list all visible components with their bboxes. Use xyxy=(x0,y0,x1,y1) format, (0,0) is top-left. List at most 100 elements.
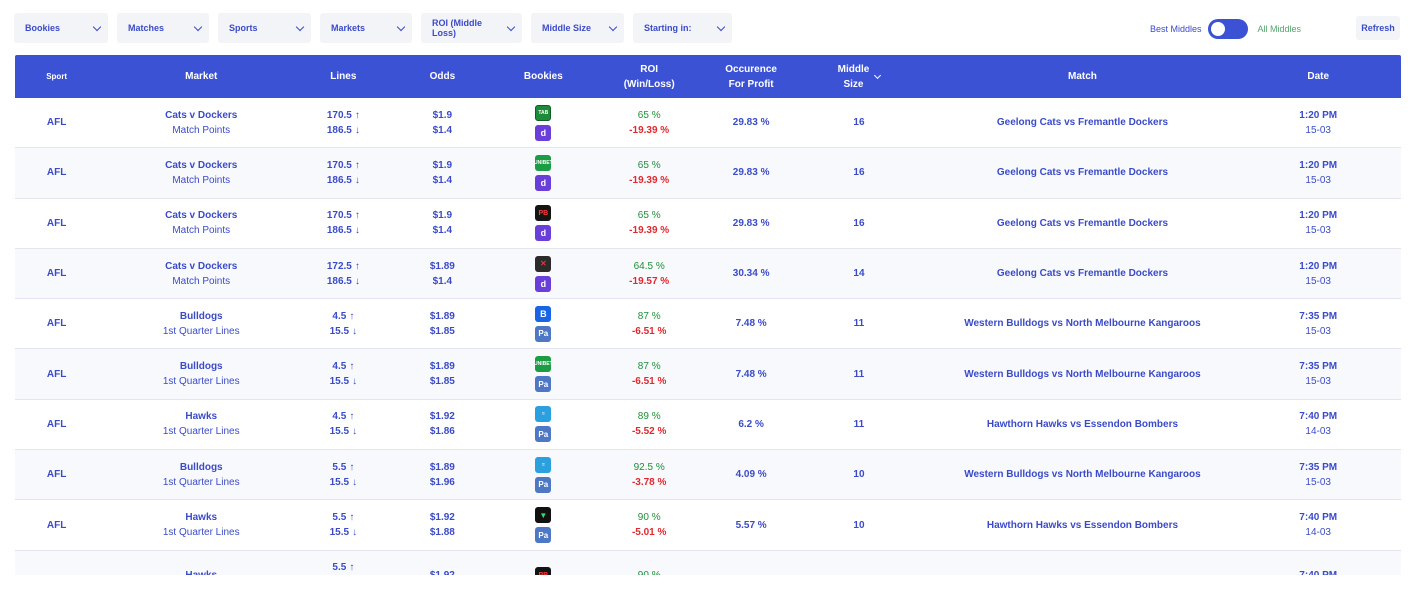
bookies-cell: UNIBET Pa xyxy=(502,349,584,398)
table-row[interactable]: AFL Cats v Dockers Match Points 170.5 ↑ 1… xyxy=(15,98,1401,149)
header-middle-size[interactable]: Middle Size xyxy=(788,55,929,98)
betdeluxe-icon: ▼ xyxy=(535,507,552,524)
table-row[interactable]: AFL Bulldogs 1st Quarter Lines 4.5 ↑ 15.5… xyxy=(15,299,1401,350)
sport-cell: AFL xyxy=(46,318,67,330)
occurrence-cell: 30.34 % xyxy=(732,268,770,280)
table-row[interactable]: AFL Cats v Dockers Match Points 170.5 ↑ 1… xyxy=(15,199,1401,249)
start-date: 14-03 xyxy=(1305,426,1331,438)
middle-size-cell: 11 xyxy=(853,418,865,430)
lines-cell: 170.5 ↑ 186.5 ↓ xyxy=(304,148,382,197)
start-date: 15-03 xyxy=(1305,325,1331,337)
match-link[interactable]: Geelong Cats vs Fremantle Dockers xyxy=(996,117,1169,129)
market-title: Cats v Dockers xyxy=(165,159,238,171)
start-date: 15-03 xyxy=(1305,476,1331,488)
match-link[interactable]: Geelong Cats vs Fremantle Dockers xyxy=(996,217,1169,229)
header-bookies[interactable]: Bookies xyxy=(523,70,563,82)
header-match[interactable]: Match xyxy=(1068,70,1097,82)
filter-label: Sports xyxy=(229,23,258,33)
odds-under: $1.4 xyxy=(432,225,453,237)
filter-bookies[interactable]: Bookies xyxy=(14,13,108,43)
dabble-icon: d xyxy=(535,174,552,191)
market-cell: Cats v Dockers Match Points xyxy=(98,148,304,197)
filter-matches[interactable]: Matches xyxy=(117,13,209,43)
roi-cell: 65 % -19.39 % xyxy=(585,98,714,147)
match-link[interactable]: Geelong Cats vs Fremantle Dockers xyxy=(996,167,1169,179)
roi-win: 65 % xyxy=(637,109,661,121)
unibet-icon: UNIBET xyxy=(534,154,553,171)
roi-cell: 92.5 % -3.78 % xyxy=(585,450,714,499)
occurrence-cell: 29.83 % xyxy=(732,217,770,229)
table-row[interactable]: AFL Bulldogs 1st Quarter Lines 5.5 ↑ 15.5… xyxy=(15,450,1401,501)
odds-under: $1.88 xyxy=(429,527,455,539)
table-row[interactable]: AFL Cats v Dockers Match Points 170.5 ↑ 1… xyxy=(15,148,1401,199)
filter-roi[interactable]: ROI (Middle Loss) xyxy=(421,13,522,43)
table-row[interactable]: AFL Hawks 1st Quarter Lines 5.5 ↑ 15.5 ↓ $… xyxy=(15,500,1401,551)
odds-under: $1.4 xyxy=(432,124,453,136)
market-title: Hawks xyxy=(185,568,217,575)
occurrence-cell: 7.48 % xyxy=(735,368,767,380)
header-sport[interactable]: Sport xyxy=(46,71,68,81)
header-market[interactable]: Market xyxy=(185,70,218,82)
arrow-up-icon: ↑ xyxy=(354,109,360,121)
sport-cell: AFL xyxy=(46,117,67,129)
middle-size-cell: 16 xyxy=(853,217,865,229)
market-title: Cats v Dockers xyxy=(165,109,238,121)
sport-cell: AFL xyxy=(46,268,67,280)
filter-markets[interactable]: Markets xyxy=(320,13,412,43)
match-link[interactable]: Hawthorn Hawks vs Essendon Bombers xyxy=(986,418,1179,430)
date-cell: 7:35 PM 15-03 xyxy=(1235,450,1401,499)
match-link[interactable]: Western Bulldogs vs North Melbourne Kang… xyxy=(964,469,1201,481)
refresh-button[interactable]: Refresh xyxy=(1356,16,1400,40)
table-row[interactable]: AFL Bulldogs 1st Quarter Lines 4.5 ↑ 15.5… xyxy=(15,349,1401,400)
header-roi[interactable]: ROI (Win/Loss) xyxy=(585,55,714,98)
header-date[interactable]: Date xyxy=(1307,70,1330,82)
start-date: 15-03 xyxy=(1305,225,1331,237)
best-middles-label: Best Middles xyxy=(1150,24,1202,34)
sort-chevron-icon[interactable] xyxy=(874,71,882,79)
header-occurrence[interactable]: Occurence For Profit xyxy=(714,55,789,98)
filter-sports[interactable]: Sports xyxy=(218,13,311,43)
line-over-value: 170.5 xyxy=(326,109,352,121)
market-cell: Bulldogs 1st Quarter Lines xyxy=(98,450,304,499)
filter-starting-in[interactable]: Starting in: xyxy=(633,13,732,43)
roi-cell: 65 % -19.39 % xyxy=(585,199,714,248)
date-cell: 7:35 PM 15-03 xyxy=(1235,349,1401,398)
line-under: 15.5 ↓ xyxy=(330,475,357,490)
header-middle-size-text: Middle Size xyxy=(838,62,870,92)
arrow-up-icon: ↑ xyxy=(349,562,355,574)
roi-win: 92.5 % xyxy=(633,461,665,473)
pointsbet-icon: PB xyxy=(535,205,552,222)
date-cell: 7:40 PM xyxy=(1235,551,1401,575)
market-subtitle: Match Points xyxy=(172,174,231,186)
occurrence-cell: 6.2 % xyxy=(738,418,764,430)
odds-over: $1.92 xyxy=(429,411,455,423)
arrow-down-icon: ↓ xyxy=(354,174,360,186)
market-subtitle: Match Points xyxy=(172,124,231,136)
occurrence-cell: 5.57 % xyxy=(735,519,767,531)
odds-cell: $1.89 $1.4 xyxy=(383,249,503,298)
table-row[interactable]: AFL Hawks 1st Quarter Lines 4.5 ↑ 15.5 ↓ $… xyxy=(15,400,1401,451)
start-date: 15-03 xyxy=(1305,376,1331,388)
match-link[interactable]: Western Bulldogs vs North Melbourne Kang… xyxy=(964,318,1201,330)
arrow-up-icon: ↑ xyxy=(349,361,355,373)
market-subtitle: 1st Quarter Lines xyxy=(162,476,240,488)
occurrence-cell: 7.48 % xyxy=(735,318,767,330)
header-lines[interactable]: Lines xyxy=(330,70,357,82)
header-odds[interactable]: Odds xyxy=(429,70,456,82)
line-over: 5.5 ↑ xyxy=(332,510,354,525)
middle-size-cell: 11 xyxy=(853,318,865,330)
middles-toggle[interactable] xyxy=(1207,19,1248,39)
odds-under: $1.96 xyxy=(429,476,455,488)
match-link[interactable]: Geelong Cats vs Fremantle Dockers xyxy=(996,268,1169,280)
arrow-up-icon: ↑ xyxy=(354,260,360,272)
match-link[interactable]: Western Bulldogs vs North Melbourne Kang… xyxy=(964,368,1201,380)
table-row[interactable]: AFL Cats v Dockers Match Points 172.5 ↑ 1… xyxy=(15,248,1401,300)
filter-middle-size[interactable]: Middle Size xyxy=(531,13,624,43)
sportsbet-icon: ≈ xyxy=(535,406,552,423)
match-link[interactable] xyxy=(930,551,1236,575)
header-roi-line2: (Win/Loss) xyxy=(623,78,675,90)
start-date: 14-03 xyxy=(1305,527,1331,539)
table-row[interactable]: Hawks 5.5↑ $1.92 PB 90 % 7:40 PM xyxy=(15,550,1401,575)
match-link[interactable]: Hawthorn Hawks vs Essendon Bombers xyxy=(986,519,1179,531)
roi-cell: 64.5 % -19.57 % xyxy=(585,249,714,298)
